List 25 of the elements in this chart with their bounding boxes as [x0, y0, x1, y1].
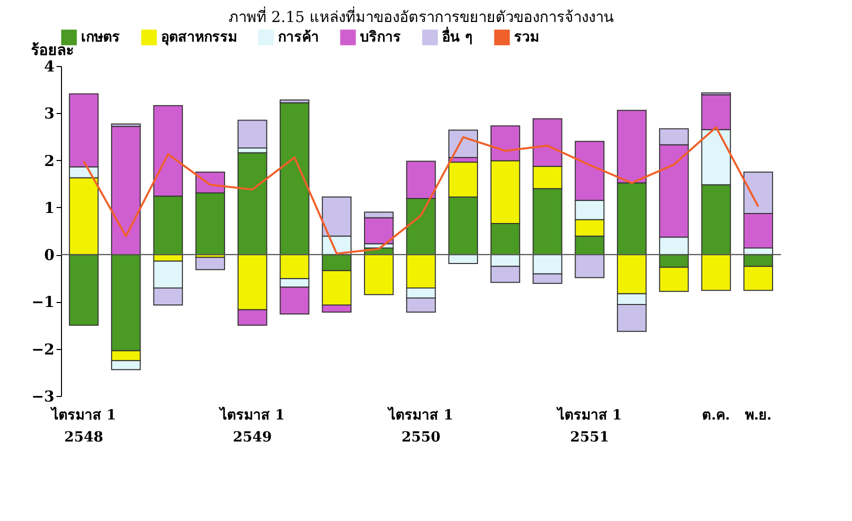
line-series: [82, 126, 760, 255]
legend-label: การค้า: [278, 29, 319, 46]
y-tick-label: −1: [31, 293, 54, 312]
legend-label: อุตสาหกรรม: [161, 29, 237, 46]
x-tick-label: ต.ค.: [702, 408, 730, 424]
y-tick-label: 1: [44, 198, 54, 217]
y-tick-label: −3: [31, 388, 54, 406]
legend-label: เกษตร: [81, 29, 120, 46]
y-tick-label: 3: [44, 104, 54, 123]
y-tick-label: 4: [44, 58, 54, 76]
x-tick-label: พ.ย.: [744, 408, 772, 424]
y-tick-label: 2: [44, 152, 54, 170]
legend-label: รวม: [514, 29, 539, 46]
bar: [238, 120, 268, 149]
bar: [195, 256, 226, 270]
chart-title: ภาพที่ 2.15 แหล่งที่มาของอัตราการขยายตัวของการจ้างงาน: [228, 6, 614, 26]
y-tick-label: −2: [31, 340, 54, 358]
x-tick-label: ไตรมาส 1 2548: [49, 406, 116, 446]
y-tick-label: 0: [44, 246, 54, 264]
x-tick-label: ไตรมาส 1 2549: [218, 406, 285, 446]
x-tick-label: ไตรมาส 1 2551: [555, 406, 622, 446]
legend-label: บริการ: [360, 29, 401, 46]
legend-label: อื่น ๆ: [442, 26, 473, 46]
y-axis-title: ร้อยละ: [31, 41, 74, 59]
x-tick-label: ไตรมาส 1 2550: [386, 406, 454, 446]
